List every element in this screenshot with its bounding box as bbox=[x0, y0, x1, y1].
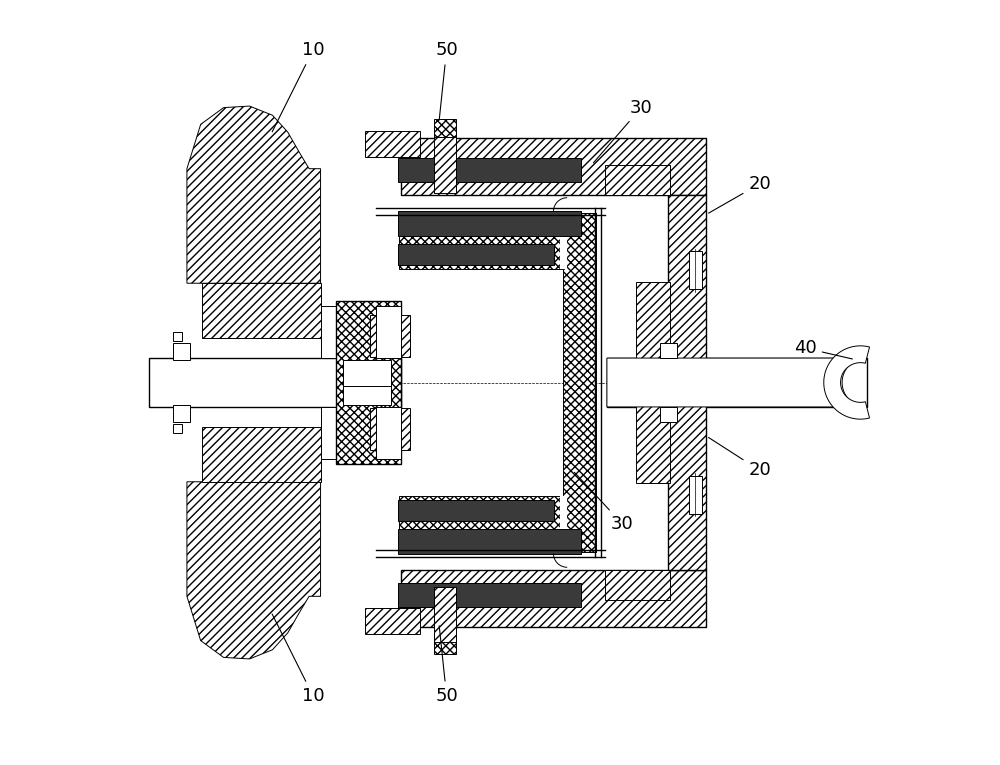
Bar bbox=[434, 642, 456, 653]
Bar bbox=[398, 583, 581, 607]
Bar bbox=[202, 283, 321, 338]
Text: 30: 30 bbox=[593, 99, 653, 163]
Text: 50: 50 bbox=[435, 41, 458, 120]
Text: 50: 50 bbox=[435, 626, 458, 705]
Text: 30: 30 bbox=[574, 472, 634, 532]
Bar bbox=[336, 301, 401, 464]
Bar bbox=[321, 306, 342, 358]
Bar bbox=[689, 476, 702, 514]
Bar bbox=[398, 500, 554, 522]
Bar bbox=[370, 315, 410, 357]
Bar bbox=[398, 211, 581, 236]
Polygon shape bbox=[607, 358, 867, 407]
Bar bbox=[398, 529, 581, 554]
Bar bbox=[607, 358, 867, 407]
Bar bbox=[660, 343, 677, 358]
Bar bbox=[321, 407, 342, 459]
Bar bbox=[399, 496, 596, 552]
Text: 10: 10 bbox=[272, 41, 324, 132]
Text: 20: 20 bbox=[709, 175, 771, 213]
Bar bbox=[173, 425, 182, 433]
Bar bbox=[202, 427, 321, 482]
Text: 40: 40 bbox=[794, 339, 852, 359]
Bar bbox=[173, 343, 190, 360]
Bar bbox=[343, 360, 391, 386]
Bar bbox=[668, 195, 706, 570]
Bar bbox=[605, 570, 670, 600]
Bar bbox=[401, 138, 706, 195]
Bar bbox=[560, 496, 567, 555]
Bar bbox=[605, 165, 670, 195]
Bar bbox=[399, 213, 596, 269]
Bar bbox=[365, 607, 420, 634]
Polygon shape bbox=[187, 106, 321, 283]
Bar bbox=[376, 407, 401, 459]
Bar bbox=[434, 588, 456, 643]
Bar bbox=[434, 119, 456, 138]
Bar bbox=[343, 386, 391, 405]
Bar bbox=[149, 358, 401, 407]
Bar bbox=[365, 131, 420, 158]
Bar bbox=[560, 210, 567, 269]
Bar bbox=[173, 332, 182, 340]
Text: 20: 20 bbox=[709, 438, 771, 480]
Bar bbox=[636, 282, 670, 483]
Bar bbox=[401, 570, 706, 627]
Bar bbox=[370, 408, 410, 450]
Bar bbox=[376, 306, 401, 358]
Bar bbox=[173, 405, 190, 422]
Bar bbox=[434, 137, 456, 193]
Bar bbox=[563, 213, 596, 552]
Bar bbox=[398, 158, 581, 182]
Polygon shape bbox=[824, 346, 870, 419]
Text: 10: 10 bbox=[272, 614, 324, 705]
Bar bbox=[689, 251, 702, 289]
Bar bbox=[660, 407, 677, 422]
Polygon shape bbox=[187, 482, 321, 659]
Bar bbox=[398, 243, 554, 265]
